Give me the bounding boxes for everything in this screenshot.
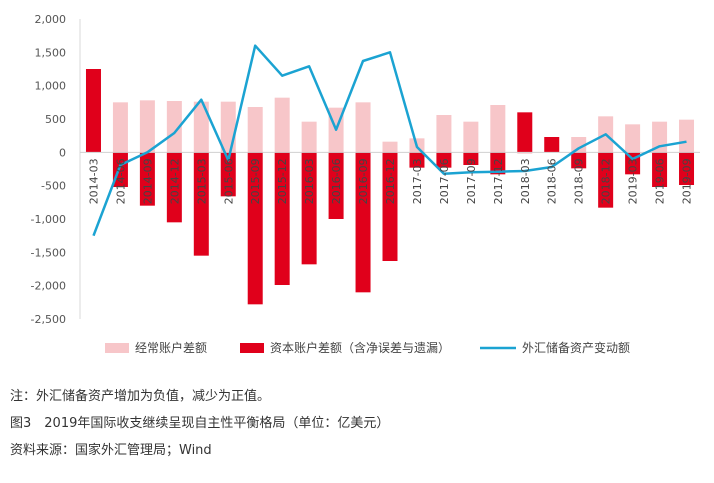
x-axis-labels: 2014-03 2014-06 2014-09 2014-12 2015-03 2015-… [87,158,693,204]
legend-capital-account: 资本账户差额（含净误差与遗漏） [240,340,450,355]
figure-caption: 图3 2019年国际收支继续呈现自主性平衡格局（单位：亿美元） [10,416,390,431]
current-account-bar [571,137,587,153]
capital-account-bar [544,137,560,153]
current-account-bar [247,107,263,153]
x-tick-label: 2019-09 [681,158,694,204]
legend-label: 资本账户差额（含净误差与遗漏） [270,340,450,355]
y-tick-label: 500 [45,113,66,126]
current-account-bar [625,124,641,153]
legend-swatch [105,343,129,353]
current-account-bar [355,102,371,153]
y-tick-label: -2,000 [31,280,66,293]
capital-account-bar [490,152,506,175]
x-tick-label: 2015-06 [222,158,235,204]
capital-account-bar [571,152,587,169]
legend-label: 外汇储备资产变动额 [522,340,630,355]
legend-reserve-change: 外汇储备资产变动额 [480,340,630,355]
x-tick-label: 2019-06 [654,158,667,204]
capital-account-bar [112,152,128,187]
capital-account-bar [463,152,479,165]
current-account-bar [436,115,452,153]
x-tick-label: 2017-06 [438,158,451,204]
x-tick-label: 2017-12 [492,158,505,204]
current-account-bar [301,121,317,153]
current-account-bar [193,101,209,153]
x-tick-label: 2018-06 [546,158,559,204]
capital-account-bar [220,152,236,197]
capital-account-bar [517,112,533,153]
chart-note: 注：外汇储备资产增加为负值，减少为正值。 [10,389,271,404]
legend-swatch [240,343,264,353]
current-account-bar [382,141,398,153]
x-tick-label: 2016-06 [330,158,343,204]
legend-current-account: 经常账户差额 [105,340,207,355]
reserve-change-line [92,44,687,237]
x-tick-label: 2014-03 [87,158,100,204]
capital-account-bar [193,152,209,256]
y-axis-labels: 2,000 1,500 1,000 500 0 -500 -1,000 -1,500 -2,00… [31,13,66,326]
x-tick-label: 2015-09 [249,158,262,204]
capital-account-bar [598,152,614,208]
y-tick-label: 2,000 [35,13,67,26]
current-account-bars [85,97,695,154]
y-tick-label: -1,500 [31,246,66,259]
capital-account-bar [409,152,425,168]
capital-account-bar [166,152,182,223]
x-tick-label: 2014-09 [141,158,154,204]
current-account-bar [139,100,155,153]
x-tick-label: 2016-09 [357,158,370,204]
capital-account-bars [85,69,695,305]
capital-account-bar [274,152,290,285]
capital-account-bar [679,152,695,185]
x-tick-label: 2018-12 [600,158,613,204]
x-tick-label: 2017-09 [465,158,478,204]
capital-account-bar [301,152,317,265]
capital-account-bar [139,152,155,206]
current-account-bar [274,97,290,153]
current-account-bar [220,101,236,153]
data-source: 资料来源：国家外汇管理局；Wind [10,443,212,458]
capital-account-bar [247,152,263,305]
y-tick-label: 1,500 [35,46,67,59]
current-account-bar [166,101,182,153]
current-account-bar [490,105,506,153]
x-tick-label: 2014-12 [168,158,181,204]
capital-account-bar [85,69,101,153]
y-tick-label: -2,500 [31,313,66,326]
y-tick-label: -500 [41,180,66,193]
capital-account-bar [436,152,452,168]
y-tick-label: 0 [59,146,66,159]
x-tick-label: 2018-03 [519,158,532,204]
legend-label: 经常账户差额 [135,340,207,355]
x-tick-label: 2015-03 [195,158,208,204]
x-tick-label: 2017-03 [411,158,424,204]
x-tick-label: 2015-12 [276,158,289,204]
x-tick-label: 2019-03 [627,158,640,204]
legend: 经常账户差额 资本账户差额（含净误差与遗漏） 外汇储备资产变动额 [105,340,630,355]
capital-account-bar [382,152,398,261]
x-tick-label: 2016-12 [384,158,397,204]
current-account-bar [463,121,479,153]
current-account-bar [112,102,128,153]
y-tick-label: -1,000 [31,213,66,226]
chart: 2,000 1,500 1,000 500 0 -500 -1,000 -1,500 -2,00… [31,13,700,355]
x-tick-label: 2014-06 [114,158,127,204]
y-tick-label: 1,000 [35,80,67,93]
capital-account-bar [652,152,668,187]
current-account-bar [517,152,533,154]
x-tick-label: 2016-03 [303,158,316,204]
current-account-bar [679,119,695,153]
capital-account-bar [355,152,371,293]
capital-account-bar [328,152,344,219]
x-tick-label: 2018-09 [573,158,586,204]
